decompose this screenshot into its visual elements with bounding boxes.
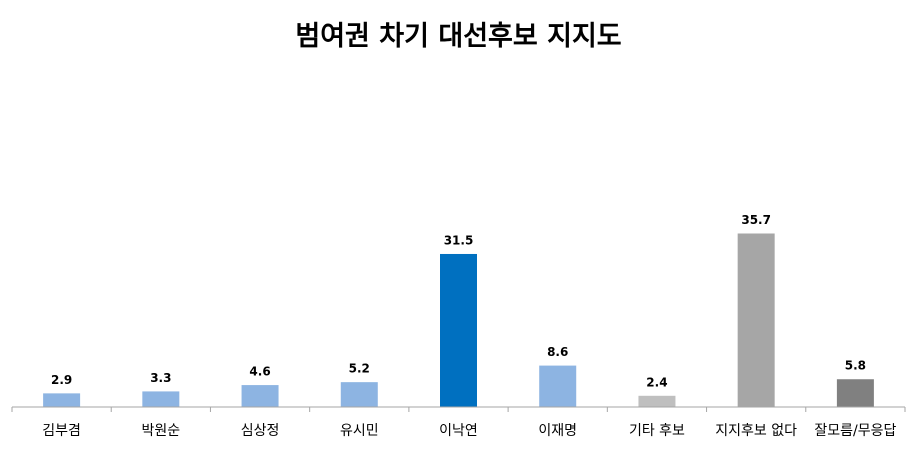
bar [439,252,478,408]
bar [42,392,82,408]
category-label: 지지후보 없다 [715,423,797,439]
bar [538,364,578,408]
category-label: 이재명 [538,423,577,439]
data-label: 5.8 [845,359,866,373]
category-label: 기타 후보 [629,423,685,439]
data-label: 2.4 [646,375,667,389]
data-label: 3.3 [150,371,171,385]
data-label: 8.6 [547,345,568,359]
category-label: 김부겸 [42,423,81,439]
data-label: 31.5 [444,233,474,247]
bar [141,390,181,408]
data-label: 35.7 [741,213,771,227]
category-label: 유시민 [340,423,379,439]
bar [835,378,875,408]
bar [240,384,280,408]
data-label: 4.6 [249,365,270,379]
bar [339,381,379,408]
data-label: 5.2 [349,362,370,376]
bar [637,394,677,408]
chart-title: 범여권 차기 대선후보 지지도 [295,21,622,52]
category-label: 박원순 [142,423,181,439]
category-label: 심상정 [241,423,280,439]
data-label: 2.9 [51,373,72,387]
category-label: 잘모름/무응답 [814,423,896,439]
bar [736,232,776,408]
category-label: 이낙연 [439,423,478,439]
